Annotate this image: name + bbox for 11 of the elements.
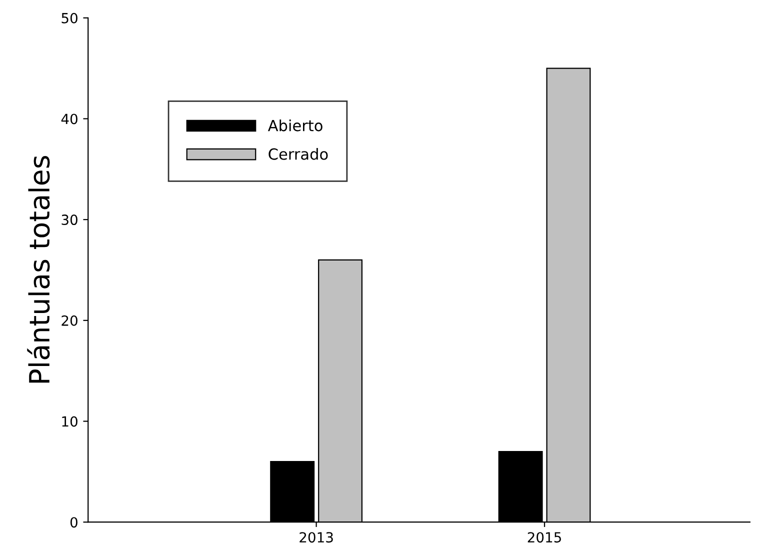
y-tick-label: 50 [62,12,78,24]
x-tick-label: 2013 [300,532,333,543]
legend-label: Abierto [268,119,322,132]
y-tick-label: 40 [61,114,78,124]
y-axis-title: Plántulas totales [27,156,50,383]
y-tick-label: 20 [62,315,78,326]
y-tick-label: 10 [62,416,78,427]
y-tick-label: 30 [62,214,78,226]
y-tick-label: 0 [70,517,78,528]
legend-label: Cerrado [268,148,328,160]
x-tick-label: 2015 [528,532,561,543]
